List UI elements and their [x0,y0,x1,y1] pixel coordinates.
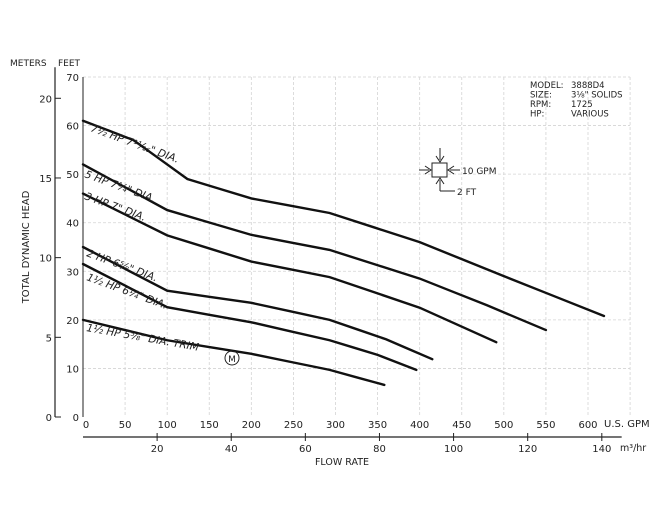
info-label: MODEL: [530,81,564,91]
x-tick-label: 450 [452,420,471,431]
pump-curve [81,192,498,344]
y2-tick-label: 5 [46,333,52,344]
x2-tick-label: 20 [151,444,164,455]
x2-tick-label: 80 [373,444,386,455]
x-tick-label: 550 [536,420,555,431]
x2-tick-label: 140 [592,444,611,455]
y-tick-label: 50 [66,170,79,181]
pump-curve [81,245,434,361]
x-axis-title: FLOW RATE [315,457,369,468]
x2-tick-label: 100 [444,444,463,455]
scale-key-box [431,162,448,178]
x-tick-label: 50 [119,420,132,431]
x2-tick-label: 60 [299,444,312,455]
x-tick-label: 150 [200,420,219,431]
y-axis-title: TOTAL DYNAMIC HEAD [21,190,32,304]
info-value: 3⅛" SOLIDS [571,91,623,101]
y-tick-label: 40 [66,219,79,230]
pump-curve [81,318,386,387]
curve-label: 1½ HP 5⅝" DIA. TRIM [85,322,199,354]
info-value: 1725 [571,100,593,110]
info-label: RPM: [530,100,551,110]
model-info-box: MODEL: 3888D4 SIZE: 3⅛" SOLIDS RPM: 1725 HP: VA… [530,81,623,120]
x-tick-label: 200 [242,420,261,431]
y-tick-label: 0 [73,413,79,424]
x-tick-label: 500 [494,420,513,431]
labels: 7½ HP 7¹¹⁄₁₆" DIA.5 HP 7¼" DIA.3 HP 7" D… [83,123,240,366]
y2-tick-label: 10 [39,254,52,265]
x-tick-label: 250 [284,420,303,431]
grid [83,76,631,417]
info-label: HP: [530,110,544,120]
info-value: VARIOUS [571,110,609,120]
y-unit-label: FEET [58,59,81,69]
pump-curve [81,163,548,332]
x-tick-label: 0 [83,420,89,431]
x2-tick-label: 120 [518,444,537,455]
x2-tick-label: 40 [225,444,238,455]
y2-tick-label: 15 [39,174,52,185]
info-value: 3888D4 [571,81,605,91]
y-tick-label: 30 [66,267,79,278]
scale-key-flow: 10 GPM [462,167,496,177]
scale-key-arrows-icon [419,148,460,192]
curves [81,119,606,387]
y-tick-label: 20 [66,316,79,327]
y-tick-label: 10 [66,364,79,375]
info-label: SIZE: [530,91,552,101]
y-tick-label: 60 [66,122,79,133]
scale-key: 10 GPM 2 FT [419,148,496,198]
trim-marker-label: M [228,355,236,365]
x-unit-label: U.S. GPM [604,419,650,430]
x-tick-label: 400 [410,420,429,431]
x-tick-label: 600 [578,420,597,431]
x-tick-label: 350 [368,420,387,431]
pump-curve [81,262,418,372]
y-tick-label: 70 [66,73,79,84]
x-tick-label: 100 [158,420,177,431]
x-tick-label: 300 [326,420,345,431]
y2-unit-label: METERS [10,59,47,69]
y2-tick-label: 0 [46,413,52,424]
x2-unit-label: m³/hr [620,443,646,454]
y2-tick-label: 20 [39,94,52,105]
scale-key-head: 2 FT [457,188,477,198]
pump-curve [81,119,606,318]
trim-marker-icon [224,350,240,366]
